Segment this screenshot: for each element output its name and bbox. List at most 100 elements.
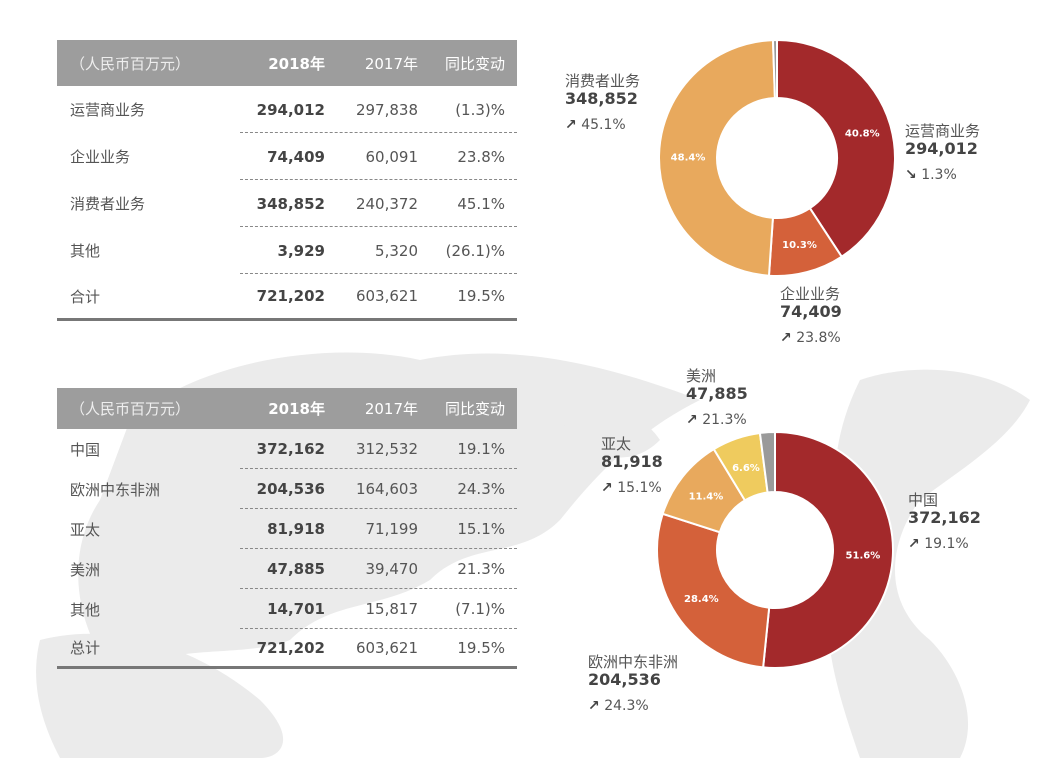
segment-revenue-table: （人民币百万元） 2018年 2017年 同比变动 运营商业务 294,012 29… [57, 40, 517, 321]
growth-value: 23.8% [796, 330, 841, 346]
table-row: 运营商业务 294,012 297,838 (1.3)% [57, 86, 517, 133]
arrow-up-right-icon: ↗ [588, 698, 600, 714]
table-row: 企业业务 74,409 60,091 23.8% [57, 133, 517, 180]
arrow-up-right-icon: ↗ [686, 412, 698, 428]
row-divider [240, 179, 517, 180]
callout-value: 294,012 [905, 139, 978, 158]
header-change: 同比变动 [444, 400, 505, 418]
header-2018: 2018年 [268, 54, 325, 73]
value-2017: 603,621 [355, 287, 418, 305]
row-label: 合计 [70, 287, 101, 306]
callout-growth: ↗ 21.3% [686, 411, 748, 429]
value-2017: 240,372 [355, 194, 418, 213]
donut-slice [656, 512, 771, 669]
slice-percent-label: 48.4% [671, 152, 706, 163]
row-divider [240, 628, 517, 629]
slice-callout: 亚太 81,918 ↗ 15.1% [601, 435, 663, 497]
callout-name: 亚太 [601, 435, 632, 453]
row-divider [240, 226, 517, 227]
table-row: 亚太 81,918 71,199 15.1% [57, 509, 517, 549]
table-header: （人民币百万元） 2018年 2017年 同比变动 [57, 40, 517, 86]
row-label: 中国 [70, 440, 101, 459]
growth-value: 24.3% [604, 698, 649, 714]
value-2017: 297,838 [355, 100, 418, 119]
row-divider [240, 273, 517, 274]
value-2018: 372,162 [256, 440, 325, 458]
arrow-down-right-icon: ↘ [905, 167, 917, 183]
table-header: （人民币百万元） 2018年 2017年 同比变动 [57, 388, 517, 429]
growth-value: 1.3% [921, 167, 957, 183]
value-2017: 60,091 [365, 147, 419, 166]
arrow-up-right-icon: ↗ [908, 536, 920, 552]
value-2018: 3,929 [277, 241, 325, 260]
slice-percent-label: 6.6% [732, 463, 760, 474]
header-change: 同比变动 [444, 54, 505, 73]
value-2018: 721,202 [256, 287, 325, 305]
row-divider [240, 132, 517, 133]
yoy-change: 45.1% [457, 194, 505, 213]
value-2017: 164,603 [355, 480, 418, 498]
yoy-change: (7.1)% [455, 600, 505, 618]
callout-name: 欧洲中东非洲 [588, 653, 679, 671]
yoy-change: 19.5% [457, 287, 505, 305]
growth-value: 45.1% [581, 117, 626, 133]
value-2018: 294,012 [256, 100, 325, 119]
table-row: 其他 14,701 15,817 (7.1)% [57, 589, 517, 629]
callout-value: 348,852 [565, 89, 638, 108]
slice-percent-label: 11.4% [689, 491, 724, 502]
callout-growth: ↗ 24.3% [588, 697, 678, 715]
slice-callout: 企业业务 74,409 ↗ 23.8% [780, 285, 842, 347]
header-2018: 2018年 [268, 400, 325, 418]
table-row: 合计 721,202 603,621 19.5% [57, 274, 517, 321]
callout-growth: ↗ 15.1% [601, 479, 663, 497]
header-2017: 2017年 [364, 54, 418, 73]
callout-value: 204,536 [588, 670, 661, 689]
row-label: 运营商业务 [70, 101, 146, 119]
row-label: 其他 [70, 600, 101, 619]
callout-name: 企业业务 [780, 285, 841, 303]
table-row: 欧洲中东非洲 204,536 164,603 24.3% [57, 469, 517, 509]
row-divider [240, 508, 517, 509]
callout-value: 47,885 [686, 384, 748, 403]
slice-callout: 美洲 47,885 ↗ 21.3% [686, 367, 748, 429]
slice-percent-label: 10.3% [782, 240, 817, 251]
value-2017: 603,621 [355, 638, 418, 657]
value-2017: 15,817 [365, 600, 419, 618]
unit-header: （人民币百万元） [70, 400, 191, 418]
yoy-change: 19.5% [457, 638, 505, 657]
growth-value: 21.3% [702, 412, 747, 428]
yoy-change: 19.1% [457, 440, 505, 458]
callout-name: 中国 [908, 491, 939, 509]
slice-callout: 运营商业务 294,012 ↘ 1.3% [905, 122, 980, 184]
callout-value: 372,162 [908, 508, 981, 527]
arrow-up-right-icon: ↗ [601, 480, 613, 496]
region-donut: 51.6% 28.4% 11.4% 6.6% [656, 430, 894, 669]
yoy-change: 21.3% [457, 560, 505, 578]
row-label: 其他 [70, 242, 101, 260]
callout-growth: ↘ 1.3% [905, 166, 980, 184]
slice-callout: 消费者业务 348,852 ↗ 45.1% [565, 72, 640, 134]
row-label: 总计 [70, 639, 101, 657]
value-2018: 47,885 [267, 560, 325, 578]
yoy-change: 23.8% [457, 147, 505, 166]
slice-percent-label: 40.8% [845, 129, 880, 140]
growth-value: 15.1% [617, 480, 662, 496]
value-2017: 39,470 [365, 560, 419, 578]
row-label: 消费者业务 [70, 195, 146, 213]
row-label: 欧洲中东非洲 [70, 480, 161, 499]
table-row: 总计 721,202 603,621 19.5% [57, 629, 517, 669]
yoy-change: 24.3% [457, 480, 505, 498]
callout-name: 运营商业务 [905, 122, 981, 140]
value-2018: 348,852 [256, 194, 325, 213]
slice-percent-label: 28.4% [684, 594, 719, 605]
unit-header: （人民币百万元） [70, 54, 191, 73]
yoy-change: (1.3)% [455, 100, 505, 119]
value-2018: 74,409 [267, 147, 325, 166]
table-row: 中国 372,162 312,532 19.1% [57, 429, 517, 469]
row-label: 企业业务 [70, 148, 131, 166]
donut-slice [758, 430, 776, 494]
donut-slice [771, 38, 778, 100]
callout-name: 美洲 [686, 367, 717, 385]
yoy-change: (26.1)% [445, 241, 505, 260]
